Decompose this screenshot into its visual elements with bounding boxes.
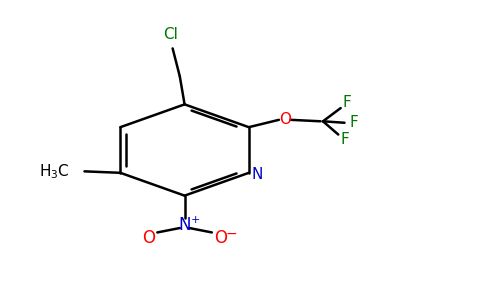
Text: O: O — [214, 229, 227, 247]
Text: +: + — [190, 215, 200, 225]
Text: −: − — [225, 227, 237, 241]
Text: O: O — [279, 112, 291, 127]
Text: F: F — [340, 132, 349, 147]
Text: N: N — [251, 167, 263, 182]
Text: Cl: Cl — [163, 27, 178, 42]
Text: F: F — [343, 95, 351, 110]
Text: O: O — [142, 229, 155, 247]
Text: F: F — [350, 115, 359, 130]
Text: N: N — [178, 216, 191, 234]
Text: H$_3$C: H$_3$C — [40, 162, 70, 181]
